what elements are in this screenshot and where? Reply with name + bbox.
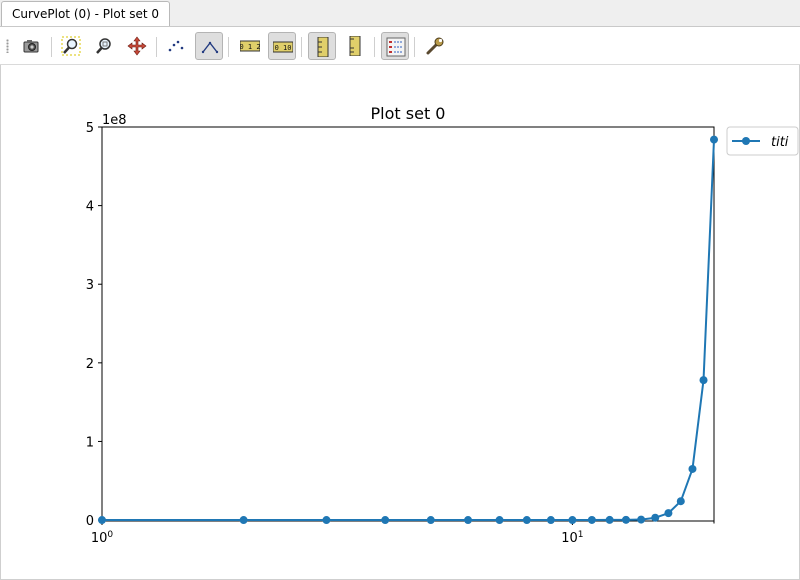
- legend-box: [726, 126, 799, 156]
- log-x-scale-icon: 0 10: [273, 41, 293, 53]
- toolbar-separator: [51, 37, 52, 57]
- legend-marker-titi: [742, 137, 750, 145]
- data-point: [605, 515, 614, 524]
- data-point: [381, 516, 390, 525]
- settings-button[interactable]: [421, 32, 449, 60]
- log-y-scale-icon: [349, 36, 361, 56]
- linear-x-scale-button[interactable]: 0 1 2: [236, 32, 264, 60]
- data-point: [676, 497, 685, 506]
- data-point: [522, 516, 531, 525]
- data-point: [651, 513, 660, 522]
- toolbar-grip[interactable]: [6, 39, 9, 53]
- y-offset-label: 1e8: [102, 113, 127, 128]
- data-point: [710, 135, 718, 144]
- pan-icon: [127, 36, 147, 56]
- plot-toolbar: 0 1 2 0 10: [0, 26, 800, 65]
- y-tick-label: 1: [86, 435, 94, 450]
- toolbar-separator: [301, 37, 302, 57]
- linear-x-scale-icon: 0 1 2: [240, 40, 260, 52]
- tab-bar: CurvePlot (0) - Plot set 0: [0, 0, 800, 26]
- toolbar-separator: [156, 37, 157, 57]
- log-y-scale-button[interactable]: [341, 32, 369, 60]
- toolbar-separator: [374, 37, 375, 57]
- data-point: [699, 376, 708, 385]
- y-tick-label: 4: [86, 200, 94, 215]
- log-x-scale-button[interactable]: 0 10: [268, 32, 296, 60]
- y-tick-label: 5: [86, 121, 94, 136]
- x-tick-label: 101: [561, 530, 583, 546]
- lines-mode-button[interactable]: [195, 32, 223, 60]
- svg-text:0 10: 0 10: [275, 44, 292, 52]
- linear-y-scale-icon: [317, 37, 329, 57]
- plot-frame: [101, 126, 715, 522]
- zoom-icon: [61, 36, 81, 56]
- plot-area: Plot set 0 1e8 0 1 2 3 4 5 100 101 titi: [0, 65, 800, 580]
- tab-curveplot[interactable]: CurvePlot (0) - Plot set 0: [1, 1, 170, 26]
- pan-button[interactable]: [123, 32, 151, 60]
- data-point: [587, 515, 596, 524]
- chart-title: Plot set 0: [371, 104, 446, 123]
- toolbar-separator: [228, 37, 229, 57]
- data-point: [495, 516, 504, 525]
- curve-chart: Plot set 0 1e8 0 1 2 3 4 5 100 101 titi: [86, 104, 799, 546]
- zoom-fit-button[interactable]: [90, 32, 118, 60]
- data-point: [546, 516, 555, 525]
- data-point: [426, 516, 435, 525]
- data-point: [664, 509, 673, 518]
- data-point: [239, 516, 248, 525]
- linear-y-scale-button[interactable]: [308, 32, 336, 60]
- data-point: [98, 516, 106, 525]
- tab-label: CurvePlot (0) - Plot set 0: [11, 7, 159, 21]
- svg-text:0 1 2: 0 1 2: [240, 43, 260, 51]
- series-line-titi: [102, 139, 715, 522]
- x-tick-label: 100: [91, 530, 114, 546]
- data-point: [621, 515, 630, 524]
- data-point: [637, 515, 646, 524]
- data-point: [322, 516, 331, 525]
- y-tick-label: 0: [86, 514, 94, 529]
- data-point: [568, 516, 577, 525]
- points-mode-button[interactable]: [162, 32, 190, 60]
- legend-icon: [386, 37, 406, 57]
- toolbar-separator: [414, 37, 415, 57]
- camera-icon: [23, 40, 39, 53]
- legend-label-titi: titi: [771, 135, 789, 150]
- data-point: [688, 464, 697, 473]
- y-tick-label: 3: [86, 278, 94, 293]
- legend-button[interactable]: [381, 32, 409, 60]
- lines-mode-icon: [201, 41, 219, 54]
- y-tick-label: 2: [86, 357, 94, 372]
- zoom-button[interactable]: [57, 32, 85, 60]
- zoom-fit-icon: [96, 38, 111, 54]
- points-mode-icon: [168, 40, 184, 52]
- settings-wrench-icon: [426, 37, 444, 55]
- dump-view-button[interactable]: [18, 32, 46, 60]
- data-point: [464, 516, 473, 525]
